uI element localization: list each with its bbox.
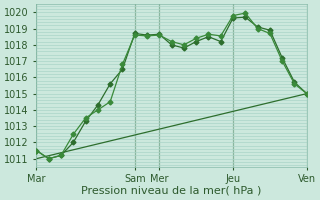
X-axis label: Pression niveau de la mer( hPa ): Pression niveau de la mer( hPa ) [81,186,262,196]
